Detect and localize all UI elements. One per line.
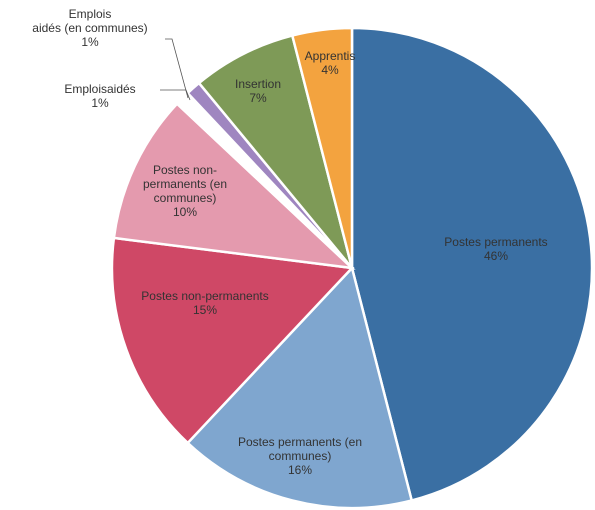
slice-label-3: Postes non-permanents 15% — [141, 289, 268, 317]
pie-slice-7 — [197, 34, 354, 269]
slice-label-5: Emploisaidés 1% — [64, 82, 135, 110]
slice-label-8: Apprentis 4% — [305, 49, 356, 77]
slice-label-2: Postes permanents (en communes) 16% — [238, 435, 362, 477]
leader-line-6 — [165, 38, 189, 99]
pie-slice-1 — [350, 26, 594, 502]
slice-label-4: Postes non-permanents (en communes) 10% — [143, 163, 227, 219]
pie-slice-8 — [290, 26, 354, 269]
slice-label-1: Postes permanents 46% — [444, 235, 547, 263]
slice-label-7: Insertion 7% — [235, 77, 281, 105]
pie-slice-4 — [112, 101, 356, 270]
slice-label-6: Emplois aidés (en communes) 1% — [32, 7, 147, 49]
pie-slice-2 — [185, 265, 414, 510]
pie-slice-3 — [110, 236, 355, 445]
